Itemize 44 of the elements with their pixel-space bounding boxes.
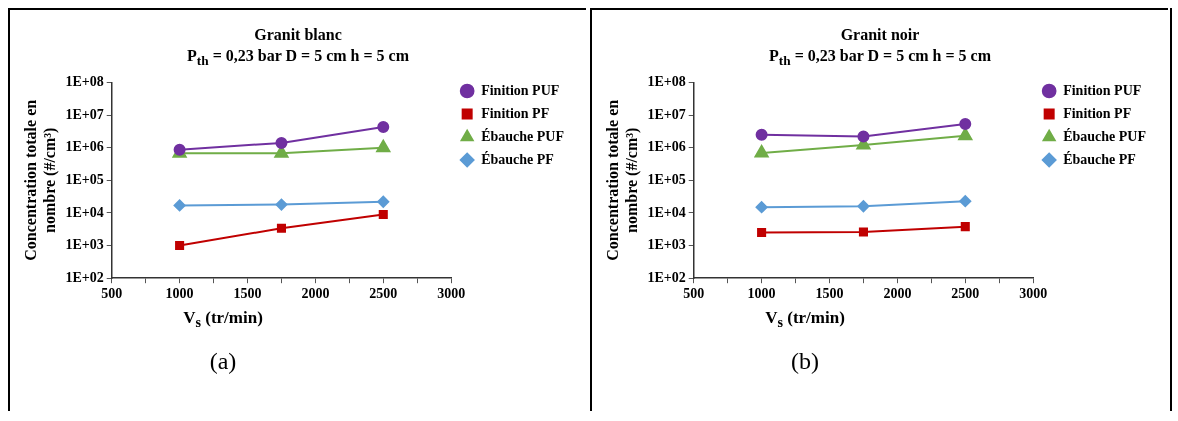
legend-label: Finition PF <box>1063 105 1132 121</box>
y-tick-label: 1E+08 <box>65 74 104 90</box>
y-tick-label: 1E+07 <box>647 106 686 122</box>
legend-label: Ébauche PUF <box>481 127 565 144</box>
y-tick-label: 1E+04 <box>65 204 104 220</box>
x-tick-label: 1000 <box>165 286 194 302</box>
y-tick-label: 1E+06 <box>65 139 104 155</box>
legend-label: Ébauche PF <box>481 150 554 167</box>
legend-label: Ébauche PUF <box>1063 127 1147 144</box>
y-tick-label: 1E+03 <box>647 237 686 253</box>
x-tick-label: 1500 <box>233 286 262 302</box>
y-tick-label: 1E+05 <box>65 172 104 188</box>
chart-title: Granit noir <box>839 25 921 45</box>
legend-label: Ébauche PF <box>1063 150 1136 167</box>
x-tick-label: 500 <box>101 286 123 302</box>
y-axis-title: Concentration totale en nombre (#/cm³) <box>603 99 641 261</box>
y-tick-label: 1E+07 <box>65 106 104 122</box>
x-tick-label: 3000 <box>1019 286 1048 302</box>
y-tick-label: 1E+06 <box>647 139 686 155</box>
y-axis-title: Concentration totale en nombre (#/cm³) <box>21 99 59 261</box>
x-tick-label: 1500 <box>815 286 844 302</box>
text: (b) <box>790 347 820 375</box>
x-axis-title: V$_{s}$ (tr/min) <box>764 308 846 332</box>
x-tick-label: 3000 <box>437 286 466 302</box>
chart-title: Granit blanc <box>253 25 343 45</box>
x-tick-label: 1000 <box>747 286 776 302</box>
y-tick-label: 1E+02 <box>647 270 686 285</box>
text: (a) <box>208 347 238 375</box>
chart-subtitle: P$_{th}$ = 0,23 bar D = 5 cm h = 5 cm <box>186 46 410 71</box>
y-tick-label: 1E+02 <box>65 270 104 285</box>
x-tick-label: 2500 <box>369 286 398 302</box>
y-tick-label: 1E+08 <box>647 74 686 90</box>
legend-label: Finition PUF <box>481 82 560 98</box>
y-tick-label: 1E+05 <box>647 172 686 188</box>
x-tick-label: 500 <box>683 286 705 302</box>
legend-label: Finition PUF <box>1063 82 1142 98</box>
legend-label: Finition PF <box>481 105 550 121</box>
y-tick-label: 1E+04 <box>647 204 686 220</box>
x-tick-label: 2000 <box>301 286 330 302</box>
chart-subtitle: P$_{th}$ = 0,23 bar D = 5 cm h = 5 cm <box>768 46 992 71</box>
x-tick-label: 2500 <box>951 286 980 302</box>
x-tick-label: 2000 <box>883 286 912 302</box>
y-tick-label: 1E+03 <box>65 237 104 253</box>
x-axis-title: V$_{s}$ (tr/min) <box>182 308 264 332</box>
